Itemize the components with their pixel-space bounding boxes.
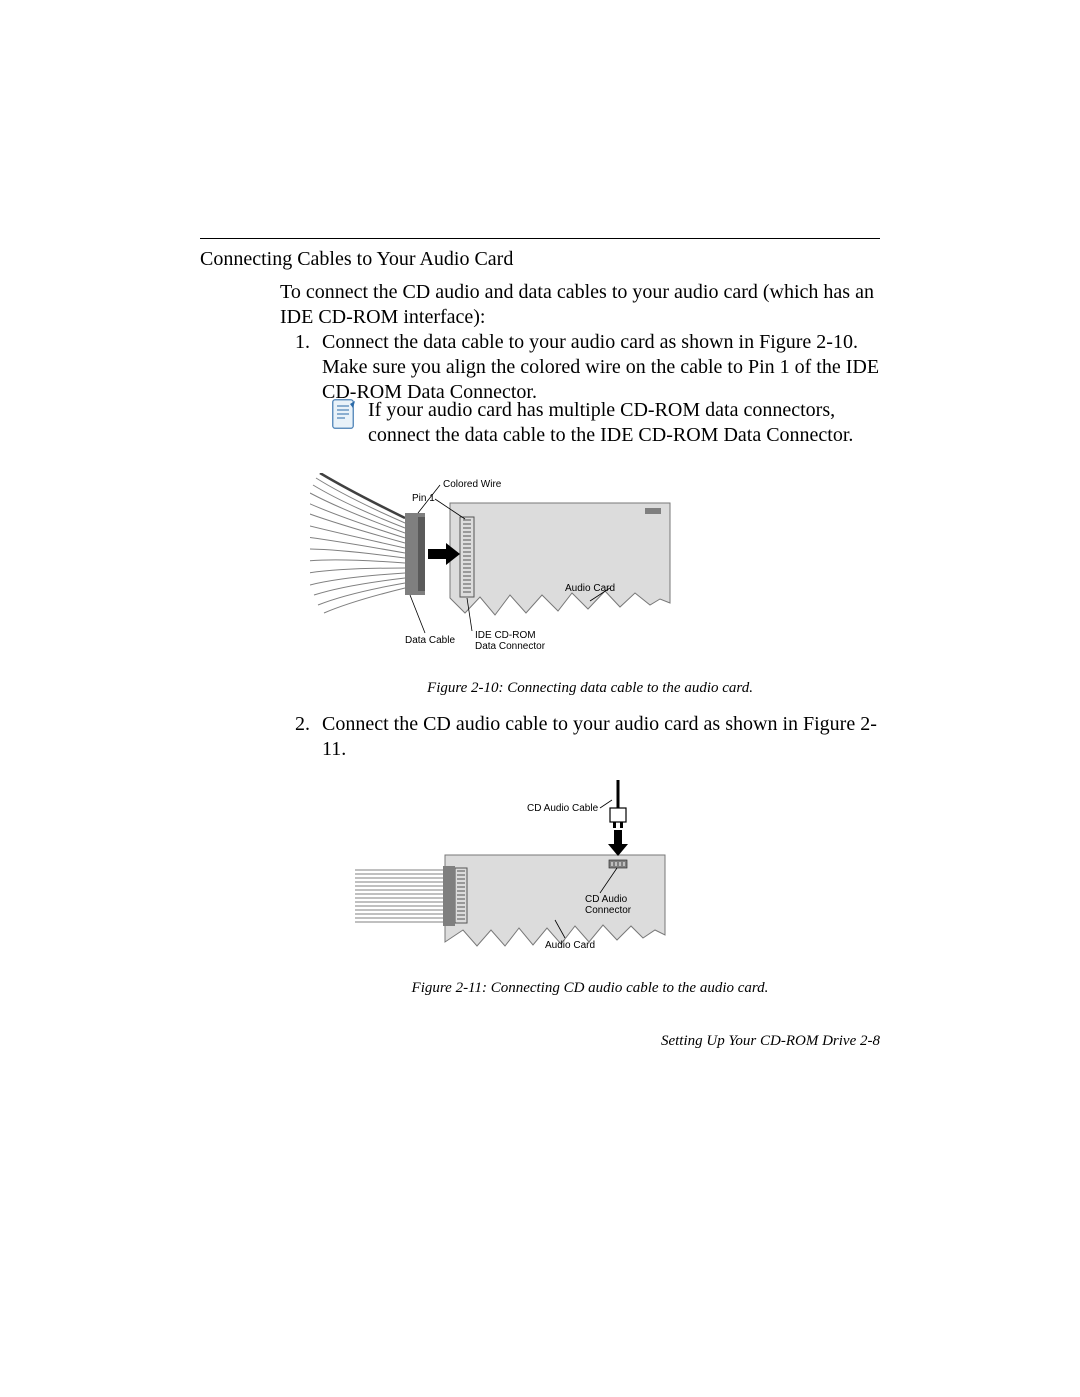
- intro-paragraph: To connect the CD audio and data cables …: [280, 280, 880, 330]
- figure-2-11-caption: Figure 2-11: Connecting CD audio cable t…: [310, 980, 870, 997]
- label-cd-audio-connector-l1: CD Audio: [585, 894, 628, 905]
- label-cd-audio-connector-l2: Connector: [585, 905, 632, 916]
- section-title: Connecting Cables to Your Audio Card: [200, 248, 513, 271]
- card-small-header: [645, 508, 661, 514]
- label-line: [410, 595, 425, 633]
- audio-card-shape: [450, 503, 670, 615]
- step-2: 2. Connect the CD audio cable to your au…: [300, 712, 880, 762]
- label-audio-card: Audio Card: [565, 583, 615, 594]
- label-audio-card: Audio Card: [545, 940, 595, 951]
- section-divider: [200, 238, 880, 239]
- audio-card-shape: [445, 855, 665, 946]
- ide-connector-socket: [460, 517, 474, 597]
- note-block: If your audio card has multiple CD-ROM d…: [330, 398, 880, 448]
- ribbon-cable: [355, 870, 445, 922]
- label-line: [600, 800, 612, 808]
- note-text: If your audio card has multiple CD-ROM d…: [368, 398, 888, 448]
- figure-2-11: CD Audio Cable CD Audio Connector Audio …: [355, 780, 695, 965]
- label-ide-connector-l1: IDE CD-ROM: [475, 630, 536, 641]
- ribbon-plug: [443, 866, 455, 926]
- label-colored-wire: Colored Wire: [443, 479, 502, 490]
- label-data-cable: Data Cable: [405, 635, 455, 646]
- cable-plug-inner: [418, 517, 425, 591]
- label-cd-audio-cable: CD Audio Cable: [527, 803, 599, 814]
- page-footer: Setting Up Your CD-ROM Drive 2-8: [661, 1033, 880, 1050]
- label-pin1: Pin 1: [412, 493, 435, 504]
- step-1-number: 1.: [295, 330, 310, 355]
- label-ide-connector-l2: Data Connector: [475, 641, 546, 652]
- step-2-number: 2.: [295, 712, 310, 737]
- document-page: Connecting Cables to Your Audio Card To …: [0, 0, 1080, 1397]
- plug-pin: [620, 822, 623, 828]
- step-1: 1. Connect the data cable to your audio …: [300, 330, 880, 405]
- figure-2-10: Colored Wire Pin 1 Audio Card Data Cable…: [310, 473, 680, 663]
- step-1-text: Connect the data cable to your audio car…: [322, 330, 880, 405]
- cd-audio-plug: [610, 808, 626, 822]
- step-2-text: Connect the CD audio cable to your audio…: [322, 712, 880, 762]
- figure-2-10-caption: Figure 2-10: Connecting data cable to th…: [310, 680, 870, 697]
- insert-arrow-icon: [608, 830, 628, 856]
- plug-pin: [613, 822, 616, 828]
- note-icon: [330, 398, 358, 432]
